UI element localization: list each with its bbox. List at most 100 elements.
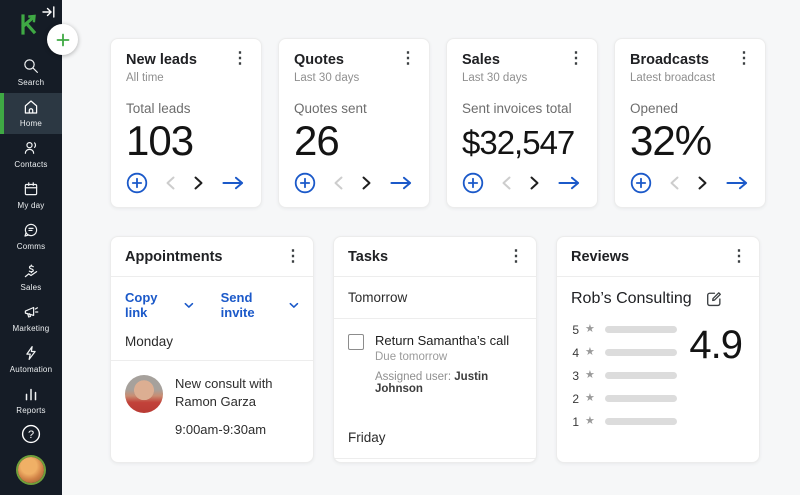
copy-link-dropdown[interactable]: Copy link [125, 290, 194, 320]
sidebar-item-reports[interactable]: Reports [0, 380, 62, 421]
sidebar-item-sales[interactable]: Sales [0, 257, 62, 298]
sidebar-item-search[interactable]: Search [0, 52, 62, 93]
user-avatar[interactable] [18, 457, 44, 483]
assigned-label: Assigned user: [375, 371, 452, 383]
star-count: 3 [572, 368, 579, 383]
contact-avatar [125, 375, 163, 413]
kebab-menu-icon[interactable] [731, 250, 745, 264]
rating-bar [604, 326, 677, 333]
task-item[interactable]: Return Samantha’s call Due tomorrow Assi… [334, 319, 536, 405]
task-assigned: Assigned user: Justin Johnson [375, 371, 522, 395]
panel-title: Appointments [125, 249, 223, 265]
chevron-right-icon[interactable] [194, 176, 203, 190]
sidebar-item-comms[interactable]: Comms [0, 216, 62, 257]
send-invite-label: Send invite [220, 290, 255, 320]
chevron-left-icon[interactable] [166, 176, 175, 190]
search-icon [22, 57, 40, 75]
task-checkbox[interactable] [348, 334, 364, 350]
metric-label: Sent invoices total [462, 101, 572, 116]
kebab-menu-icon[interactable] [736, 52, 750, 66]
reviews-panel: Reviews Rob’s Consulting 5 [556, 236, 760, 463]
metric-label: Total leads [126, 101, 191, 116]
dollar-icon [22, 262, 40, 280]
copy-link-label: Copy link [125, 290, 158, 320]
sidebar-item-label: Automation [9, 365, 53, 374]
chevron-right-icon[interactable] [530, 176, 539, 190]
task-title: Return Samantha’s call [375, 333, 510, 348]
star-icon [585, 347, 595, 358]
sidebar-item-automation[interactable]: Automation [0, 339, 62, 380]
collapse-sidebar-icon[interactable] [42, 6, 55, 18]
rating-row: 1 [571, 414, 745, 429]
kebab-menu-icon[interactable] [400, 52, 414, 66]
kebab-menu-icon[interactable] [232, 52, 246, 66]
star-count: 2 [572, 391, 579, 406]
arrow-right-icon[interactable] [389, 175, 414, 191]
keap-logo [17, 12, 41, 36]
chevron-left-icon[interactable] [334, 176, 343, 190]
star-icon [585, 324, 595, 335]
divider [557, 276, 759, 277]
arrow-right-icon[interactable] [221, 175, 246, 191]
calendar-icon [22, 180, 40, 198]
arrow-right-icon[interactable] [725, 175, 750, 191]
kebab-menu-icon[interactable] [285, 250, 299, 264]
star-icon [585, 370, 595, 381]
card-broadcasts: Broadcasts Latest broadcast Opened 32% [614, 38, 766, 208]
chevron-right-icon[interactable] [362, 176, 371, 190]
star-count: 1 [572, 414, 579, 429]
add-circle-icon[interactable] [462, 172, 484, 194]
add-circle-icon[interactable] [630, 172, 652, 194]
metric-value: 32% [630, 117, 712, 164]
star-count: 5 [572, 322, 579, 337]
sidebar-footer: ? [18, 424, 44, 495]
star-count: 4 [572, 345, 579, 360]
add-circle-icon[interactable] [294, 172, 316, 194]
kebab-menu-icon[interactable] [508, 250, 522, 264]
tasks-group-label: Friday [348, 430, 386, 445]
card-subtitle: All time [126, 72, 164, 84]
chevron-down-icon [184, 302, 194, 308]
divider [111, 360, 313, 361]
star-icon [585, 416, 595, 427]
task-due-label: Due tomorrow [375, 351, 448, 363]
appointment-time: 9:00am-9:30am [175, 422, 267, 438]
sidebar-item-home[interactable]: Home [0, 93, 62, 134]
average-rating: 4.9 [689, 323, 743, 367]
chevron-left-icon[interactable] [670, 176, 679, 190]
sidebar-item-label: Search [17, 78, 45, 87]
contacts-icon [22, 139, 40, 157]
appointment-item[interactable]: New consult with Ramon Garza 9:00am-9:30… [111, 361, 313, 451]
tasks-panel: Tasks Tomorrow Return Samantha’s call Du… [333, 236, 537, 463]
rating-bar [604, 395, 677, 402]
metric-value: $32,547 [462, 124, 575, 161]
rating-bar [604, 372, 677, 379]
rating-row: 5 [571, 322, 745, 337]
assigned-user: Justin Johnson [375, 371, 489, 395]
quick-add-button[interactable] [47, 24, 78, 55]
add-circle-icon[interactable] [126, 172, 148, 194]
chevron-left-icon[interactable] [502, 176, 511, 190]
rating-row: 2 [571, 391, 745, 406]
card-new-leads: New leads All time Total leads 103 [110, 38, 262, 208]
lightning-icon [22, 344, 40, 362]
card-subtitle: Last 30 days [462, 72, 528, 84]
sidebar-item-my-day[interactable]: My day [0, 175, 62, 216]
business-name: Rob’s Consulting [571, 290, 692, 307]
sidebar-item-contacts[interactable]: Contacts [0, 134, 62, 175]
send-invite-dropdown[interactable]: Send invite [221, 290, 299, 320]
edit-icon[interactable] [705, 290, 723, 308]
kebab-menu-icon[interactable] [568, 52, 582, 66]
sidebar: Search Home Contacts [0, 0, 62, 495]
dashboard: New leads All time Total leads 103 [62, 0, 800, 495]
arrow-right-icon[interactable] [557, 175, 582, 191]
chevron-right-icon[interactable] [698, 176, 707, 190]
card-subtitle: Latest broadcast [630, 72, 716, 84]
panels-row: Appointments Copy link Send invite Monda… [110, 236, 800, 463]
appointments-day-label: Monday [125, 334, 174, 349]
help-icon[interactable]: ? [21, 424, 41, 444]
star-icon [585, 393, 595, 404]
sidebar-nav: Search Home Contacts [0, 52, 62, 421]
sidebar-item-marketing[interactable]: Marketing [0, 298, 62, 339]
rating-bar [604, 418, 677, 425]
